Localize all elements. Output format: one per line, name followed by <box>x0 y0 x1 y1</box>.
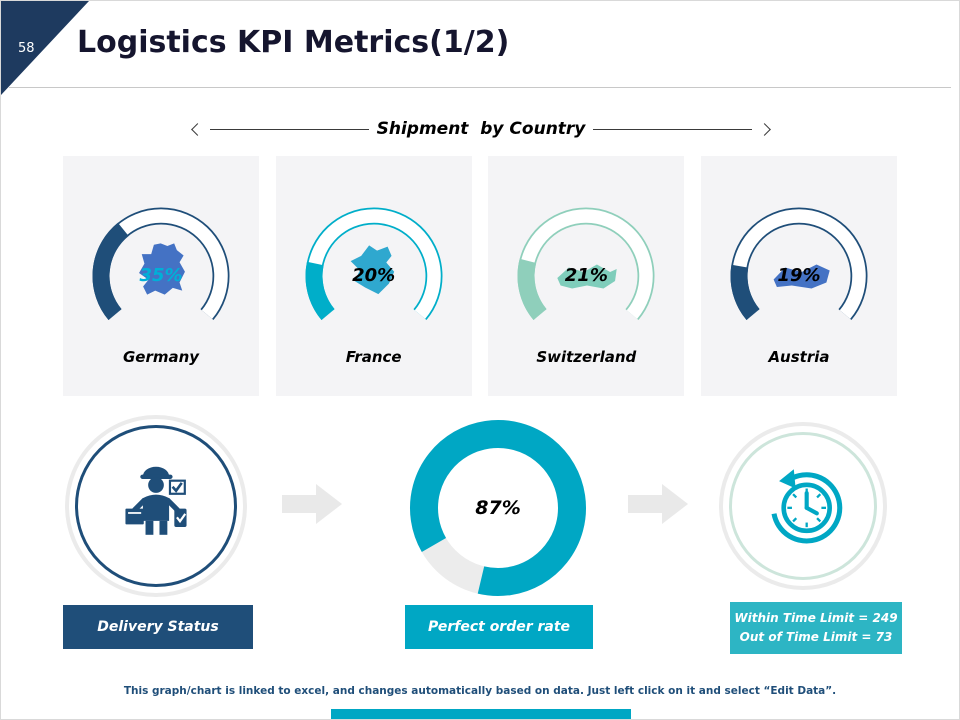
clock-icon-circle[interactable] <box>729 432 877 580</box>
gauge-row: 35% Germany 20% France 21% Switzerland 1… <box>63 156 897 396</box>
donut-chart-svg <box>410 420 586 596</box>
flow-arrow-icon <box>628 484 690 524</box>
header-divider <box>9 87 951 88</box>
donut-value-arc <box>410 420 586 596</box>
switzerland-gauge-chart <box>517 207 655 321</box>
gauge-card-switzerland[interactable]: 21% Switzerland <box>488 156 685 396</box>
flow-arrow-head <box>662 484 688 524</box>
gauge-label-switzerland: Switzerland <box>536 348 637 366</box>
france-map <box>350 245 394 295</box>
corner-triangle <box>1 1 89 95</box>
within-time-limit-text: Within Time Limit = 249 <box>734 610 898 625</box>
heading-line-left <box>210 128 369 130</box>
delivery-icon-circle[interactable] <box>75 425 237 587</box>
time-limit-label[interactable]: Within Time Limit = 249 Out of Time Limi… <box>730 602 902 654</box>
flow-arrow-head <box>316 484 342 524</box>
delivery-person-icon <box>125 466 187 535</box>
flow-arrow-bar <box>628 495 662 513</box>
gauge-card-austria[interactable]: 19% Austria <box>700 156 897 396</box>
flow-arrow-bar <box>282 495 316 513</box>
gauge-card-france[interactable]: 20% France <box>275 156 472 396</box>
slide-title: Logistics KPI Metrics(1/2) <box>77 25 510 60</box>
gauge-value-austria: 19% <box>777 265 821 286</box>
austria-map <box>773 264 830 289</box>
gauge-label-france: France <box>345 348 402 366</box>
austria-gauge-chart <box>730 207 868 321</box>
right-arrowhead-icon <box>758 122 771 136</box>
heading-line-right <box>593 128 752 130</box>
donut-value-label: 87% <box>475 497 521 519</box>
gauge-label-austria: Austria <box>768 348 830 366</box>
switzerland-map <box>557 264 618 289</box>
gauge-value-switzerland: 21% <box>564 265 608 286</box>
gauge-value-france: 20% <box>352 265 396 286</box>
out-of-time-limit-text: Out of Time Limit = 73 <box>739 630 893 644</box>
section-heading-row: Shipment by Country <box>191 118 771 140</box>
section-heading: Shipment by Country <box>376 119 586 139</box>
perfect-order-donut[interactable]: 87% <box>403 413 593 603</box>
germany-gauge-chart <box>92 207 230 321</box>
perfect-order-label[interactable]: Perfect order rate <box>405 605 593 649</box>
footer-accent-bar <box>331 709 631 719</box>
france-gauge-chart <box>305 207 443 321</box>
germany-map <box>139 243 185 295</box>
delivery-status-label[interactable]: Delivery Status <box>63 605 253 649</box>
gauge-value-germany: 35% <box>139 265 183 286</box>
slide-number: 58 <box>18 41 35 56</box>
gauge-card-germany[interactable]: 35% Germany <box>63 156 259 396</box>
left-arrowhead-icon <box>191 122 204 136</box>
clock-rewind-icon <box>771 469 843 544</box>
footer-note: This graph/chart is linked to excel, and… <box>123 685 837 697</box>
gauge-label-germany: Germany <box>122 348 200 366</box>
flow-arrow-icon <box>282 484 344 524</box>
